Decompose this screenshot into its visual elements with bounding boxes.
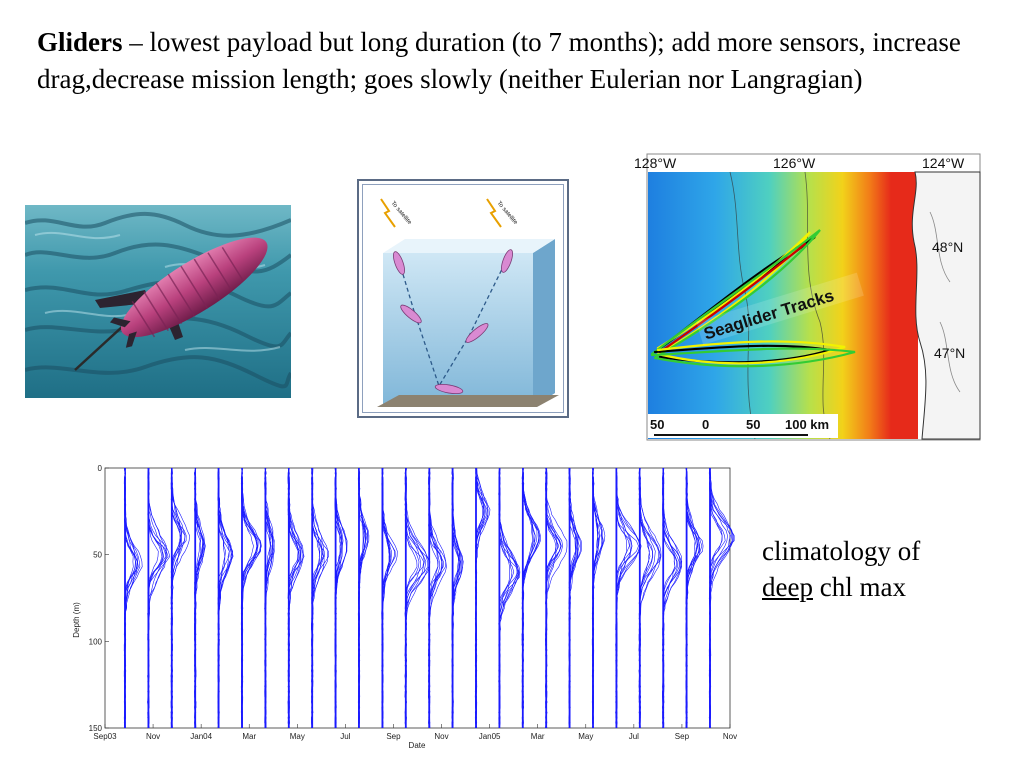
lon-label-126w: 126°W (773, 155, 816, 171)
profile-bundle (568, 467, 582, 729)
x-tick-label: Sep (675, 732, 690, 741)
profile-bundle (685, 467, 704, 729)
profile-bundle (334, 467, 348, 729)
x-tick-label: Sep03 (93, 732, 117, 741)
scale-label-50: 50 (746, 417, 760, 432)
heading-bold: Gliders (37, 27, 123, 57)
profile-bundle (451, 467, 464, 729)
scale-label-50-left: 50 (650, 417, 664, 432)
x-tick-label: Nov (723, 732, 737, 741)
profile-bundle (217, 467, 234, 729)
scale-label-0: 0 (702, 417, 709, 432)
profile-bundle (264, 467, 275, 729)
profile-bundle (615, 467, 642, 729)
lat-label-48n: 48°N (932, 239, 963, 255)
lon-label-124w: 124°W (922, 155, 965, 171)
x-tick-label: Jan04 (190, 732, 212, 741)
plot-frame (104, 467, 731, 729)
x-tick-label: Nov (434, 732, 448, 741)
profile-bundle (428, 467, 447, 729)
profile-bundle (708, 467, 735, 729)
x-tick-label: Mar (531, 732, 545, 741)
profile-bundle (147, 467, 171, 729)
y-axis-label: Depth (m) (72, 602, 81, 638)
caption-underlined-word: deep (762, 572, 813, 602)
chart-canvas: 0 50 100 150 Sep03 Nov Jan04 Mar May Jul Sep Nov Ja… (72, 464, 737, 750)
caption-rest: chl max (812, 572, 906, 602)
profile-bundle (194, 467, 206, 729)
diagram-inner-frame (362, 184, 564, 413)
dive-cycle-diagram: To satellite To satellite (357, 179, 569, 418)
profiles-group (123, 467, 735, 729)
profile-bundle (662, 467, 683, 729)
profile-bundle (591, 467, 606, 729)
profile-bundle (123, 467, 143, 729)
x-tick-label: Jan05 (479, 732, 501, 741)
x-axis: Sep03 Nov Jan04 Mar May Jul Sep Nov Jan05 Mar May J… (93, 724, 737, 741)
profile-bundle (170, 467, 190, 729)
y-tick-label: 0 (98, 464, 103, 473)
profile-bundle (381, 467, 398, 729)
x-tick-label: May (290, 732, 305, 741)
y-tick-label: 150 (89, 724, 103, 733)
y-tick-label: 50 (93, 551, 102, 560)
slide-heading: Gliders – lowest payload but long durati… (37, 24, 987, 98)
x-tick-label: Jul (340, 732, 350, 741)
profile-bundle (638, 467, 662, 729)
caption-line-1: climatology of (762, 536, 921, 566)
profile-bundle (287, 467, 305, 729)
profile-bundle (311, 467, 329, 729)
y-tick-label: 100 (89, 637, 103, 646)
profile-bundle (521, 467, 541, 729)
y-axis: 0 50 100 150 (89, 464, 109, 733)
glider-photo (25, 205, 291, 398)
lat-label-47n: 47°N (934, 345, 965, 361)
x-tick-label: Nov (146, 732, 160, 741)
caption-line-2: deep chl max (762, 569, 1012, 605)
profile-bundle (474, 467, 491, 729)
profile-bundle (357, 467, 370, 729)
heading-rest: – lowest payload but long duration (to 7… (37, 27, 961, 94)
profile-bundle (240, 467, 262, 729)
x-tick-label: May (578, 732, 593, 741)
scale-label-100km: 100 km (785, 417, 829, 432)
slide-caption: climatology of deep chl max (762, 533, 1012, 605)
x-axis-label: Date (409, 741, 426, 750)
x-tick-label: Jul (629, 732, 639, 741)
profile-bundle (545, 467, 568, 729)
x-tick-label: Sep (386, 732, 401, 741)
profile-bundle (404, 467, 431, 729)
seaglider-track-map: 128°W 126°W 124°W 48°N 47°N Seaglider Tr… (630, 152, 982, 442)
chl-profile-chart: 0 50 100 150 Sep03 Nov Jan04 Mar May Jul Sep Nov Ja… (70, 460, 740, 760)
profile-bundle (498, 467, 521, 729)
lon-label-128w: 128°W (634, 155, 677, 171)
x-tick-label: Mar (242, 732, 256, 741)
